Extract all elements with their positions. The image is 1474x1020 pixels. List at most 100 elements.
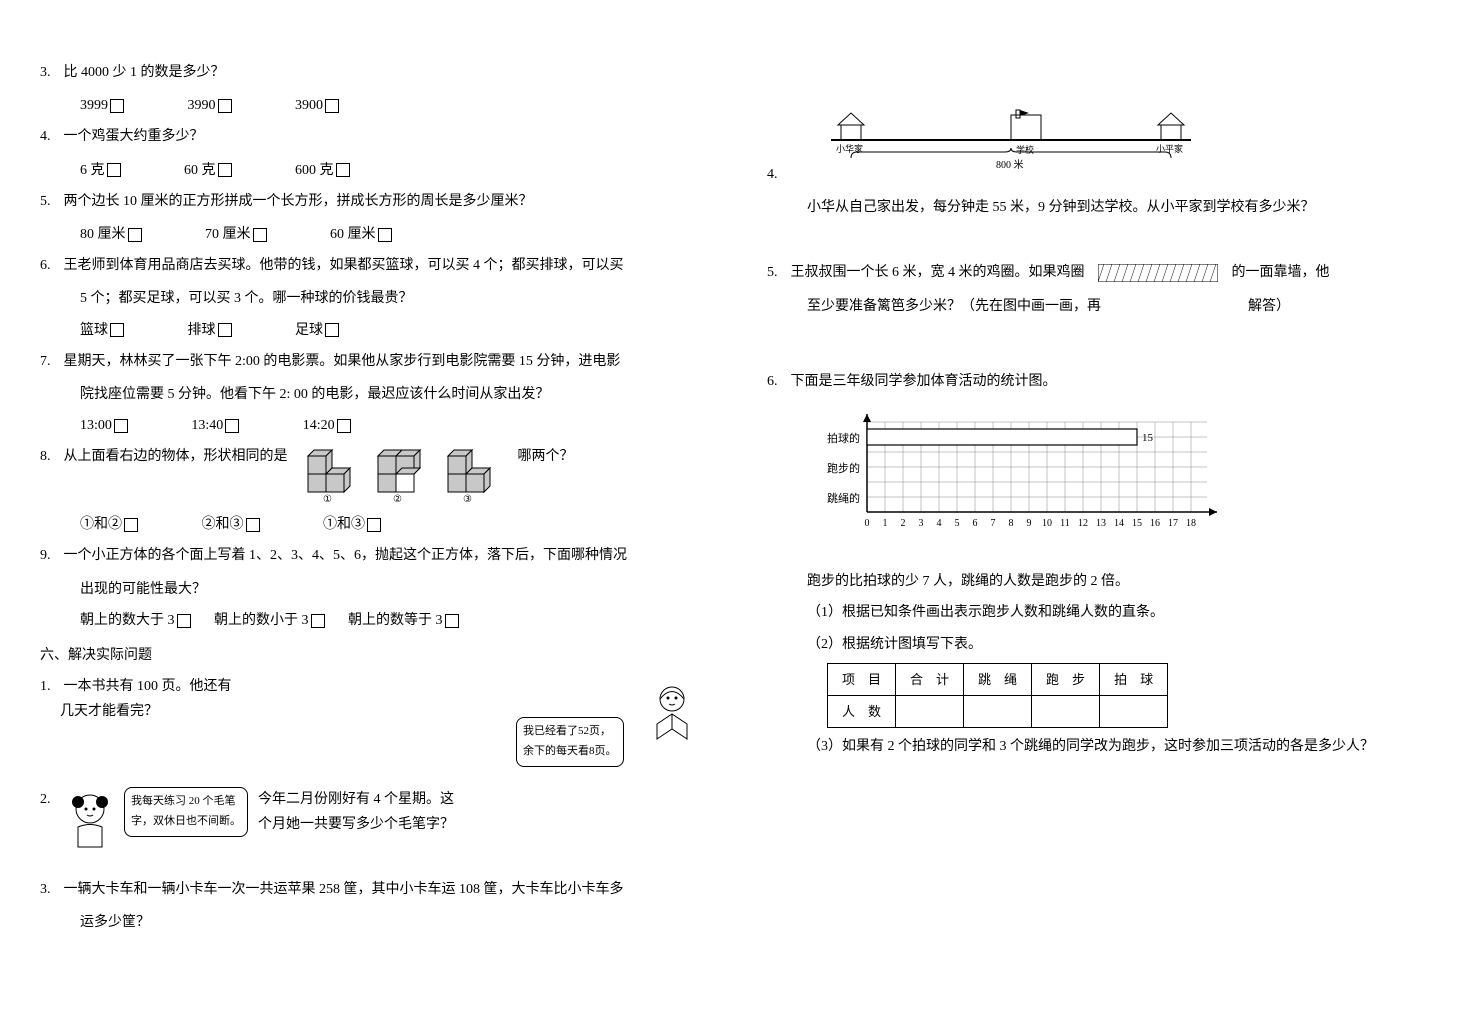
- q6-opt-a: 篮球: [80, 318, 124, 343]
- question-7: 7. 星期天，林林买了一张下午 2:00 的电影票。如果他从家步行到电影院需要 …: [40, 349, 707, 374]
- wall-pattern-icon: [1098, 264, 1218, 282]
- q-num: 6.: [40, 253, 60, 278]
- svg-text:②: ②: [393, 494, 402, 504]
- q5-opt-a: 80 厘米: [80, 222, 142, 247]
- checkbox[interactable]: [110, 323, 124, 337]
- checkbox[interactable]: [218, 99, 232, 113]
- problem-2: 2. 我每天练习 20 个毛笔 字，双休日也不间断。 今年二月份刚好有 4 个星…: [40, 787, 707, 857]
- q-num: 4.: [767, 162, 787, 187]
- bubble-line: 我每天练习 20 个毛笔: [131, 795, 236, 807]
- bubble-line: 我已经看了52页，: [523, 725, 611, 737]
- checkbox[interactable]: [114, 419, 128, 433]
- svg-text:15: 15: [1132, 518, 1142, 529]
- stats-table: 项 目 合 计 跳 绳 跑 步 拍 球 人 数: [827, 663, 1168, 729]
- q9-opt-c: 朝上的数等于 3: [348, 608, 459, 633]
- question-9: 9. 一个小正方体的各个面上写着 1、2、3、4、5、6，抛起这个正方体，落下后…: [40, 543, 707, 568]
- checkbox[interactable]: [325, 99, 339, 113]
- q5-opt-c: 60 厘米: [330, 222, 392, 247]
- svg-text:11: 11: [1060, 518, 1070, 529]
- td-run[interactable]: [1032, 696, 1100, 728]
- opt-label: 朝上的数大于 3: [80, 613, 175, 628]
- problem-1: 1. 一本书共有 100 页。他还有 几天才能看完？ 我已经看了52页， 余下的…: [40, 674, 707, 767]
- section-6-title: 六、解决实际问题: [40, 643, 707, 668]
- q-text-b: 的一面靠墙，他: [1232, 265, 1330, 280]
- svg-text:①: ①: [323, 494, 332, 504]
- p-text2: 几天才能看完？: [60, 704, 158, 719]
- cat-label-1: 拍球的: [827, 431, 860, 445]
- checkbox[interactable]: [311, 614, 325, 628]
- checkbox[interactable]: [367, 518, 381, 532]
- checkbox[interactable]: [246, 518, 260, 532]
- checkbox[interactable]: [336, 163, 350, 177]
- opt-label: 6 克: [80, 163, 105, 178]
- opt-label: 朝上的数等于 3: [348, 613, 443, 628]
- question-6: 6. 王老师到体育用品商店去买球。他带的钱，如果都买篮球，可以买 4 个；都买排…: [40, 253, 707, 278]
- th-ball: 拍 球: [1100, 663, 1168, 695]
- left-column: 3. 比 4000 少 1 的数是多少？ 3999 3990 3900 4. 一…: [40, 60, 737, 1000]
- bar-chart: 15 拍球的 跑步的 跳绳的 012 345 678 91011 121314 …: [807, 402, 1227, 552]
- girl-writing-icon: [60, 787, 120, 857]
- opt-label: 足球: [295, 323, 323, 338]
- checkbox[interactable]: [177, 614, 191, 628]
- checkbox[interactable]: [225, 419, 239, 433]
- r-q6-desc: 跑步的比拍球的少 7 人，跳绳的人数是跑步的 2 倍。: [767, 569, 1434, 594]
- th-run: 跑 步: [1032, 663, 1100, 695]
- opt-label: 14:20: [303, 418, 335, 433]
- checkbox[interactable]: [378, 228, 392, 242]
- p-text: 一本书共有 100 页。他还有: [64, 679, 232, 694]
- td-ball[interactable]: [1100, 696, 1168, 728]
- checkbox[interactable]: [445, 614, 459, 628]
- opt-label: 60 克: [184, 163, 216, 178]
- svg-text:14: 14: [1114, 518, 1124, 529]
- checkbox[interactable]: [325, 323, 339, 337]
- checkbox[interactable]: [218, 163, 232, 177]
- opt-label: 3999: [80, 98, 108, 113]
- opt-label: 朝上的数小于 3: [214, 613, 309, 628]
- svg-text:1: 1: [883, 518, 888, 529]
- r-question-5: 5. 王叔叔围一个长 6 米，宽 4 米的鸡圈。如果鸡圈 的一面靠墙，他: [767, 260, 1434, 285]
- q-num: 7.: [40, 349, 60, 374]
- q7-opt-c: 14:20: [303, 413, 351, 438]
- checkbox[interactable]: [218, 323, 232, 337]
- bubble-line: 字，双休日也不间断。: [131, 815, 241, 827]
- svg-text:4: 4: [937, 518, 942, 529]
- td-label: 人 数: [828, 696, 896, 728]
- road-map-diagram: 小华家 学校 小平家 800 米: [811, 90, 1211, 170]
- question-4: 4. 一个鸡蛋大约重多少？: [40, 124, 707, 149]
- table-header-row: 项 目 合 计 跳 绳 跑 步 拍 球: [828, 663, 1168, 695]
- td-skip[interactable]: [964, 696, 1032, 728]
- q5-opt-b: 70 厘米: [205, 222, 267, 247]
- q8-opt-c: ①和③: [323, 512, 381, 537]
- checkbox[interactable]: [110, 99, 124, 113]
- svg-text:13: 13: [1096, 518, 1106, 529]
- q4-opt-b: 60 克: [184, 158, 232, 183]
- q9-options: 朝上的数大于 3 朝上的数小于 3 朝上的数等于 3: [40, 608, 707, 633]
- svg-text:16: 16: [1150, 518, 1160, 529]
- p-text: 今年二月份刚好有 4 个星期。这: [258, 792, 454, 807]
- opt-label: ①和②: [80, 517, 122, 532]
- q6-options: 篮球 排球 足球: [40, 318, 707, 343]
- svg-text:6: 6: [973, 518, 978, 529]
- checkbox[interactable]: [128, 228, 142, 242]
- q5-options: 80 厘米 70 厘米 60 厘米: [40, 222, 707, 247]
- q6-opt-c: 足球: [295, 318, 339, 343]
- checkbox[interactable]: [253, 228, 267, 242]
- opt-label: 篮球: [80, 323, 108, 338]
- checkbox[interactable]: [107, 163, 121, 177]
- q9-opt-a: 朝上的数大于 3: [80, 608, 191, 633]
- th-item: 项 目: [828, 663, 896, 695]
- cat-label-2: 跑步的: [827, 461, 860, 475]
- q-text: 从上面看右边的物体，形状相同的是: [64, 449, 288, 464]
- q7-line2: 院找座位需要 5 分钟。他看下午 2: 00 的电影，最迟应该什么时间从家出发？: [40, 382, 707, 407]
- checkbox[interactable]: [124, 518, 138, 532]
- checkbox[interactable]: [337, 419, 351, 433]
- svg-text:8: 8: [1009, 518, 1014, 529]
- td-total[interactable]: [896, 696, 964, 728]
- q7-opt-b: 13:40: [191, 413, 239, 438]
- p-text: 一辆大卡车和一辆小卡车一次一共运苹果 258 筐，其中小卡车运 108 筐，大卡…: [64, 882, 624, 897]
- r-q6-sub2: （2）根据统计图填写下表。: [767, 632, 1434, 657]
- q-num: 3.: [40, 60, 60, 85]
- q6-line2: 5 个；都买足球，可以买 3 个。哪一种球的价钱最贵？: [40, 286, 707, 311]
- speech-bubble: 我每天练习 20 个毛笔 字，双休日也不间断。: [124, 787, 248, 837]
- q-text2-a: 至少要准备篱笆多少米？（先在图中画一画，再: [807, 299, 1101, 314]
